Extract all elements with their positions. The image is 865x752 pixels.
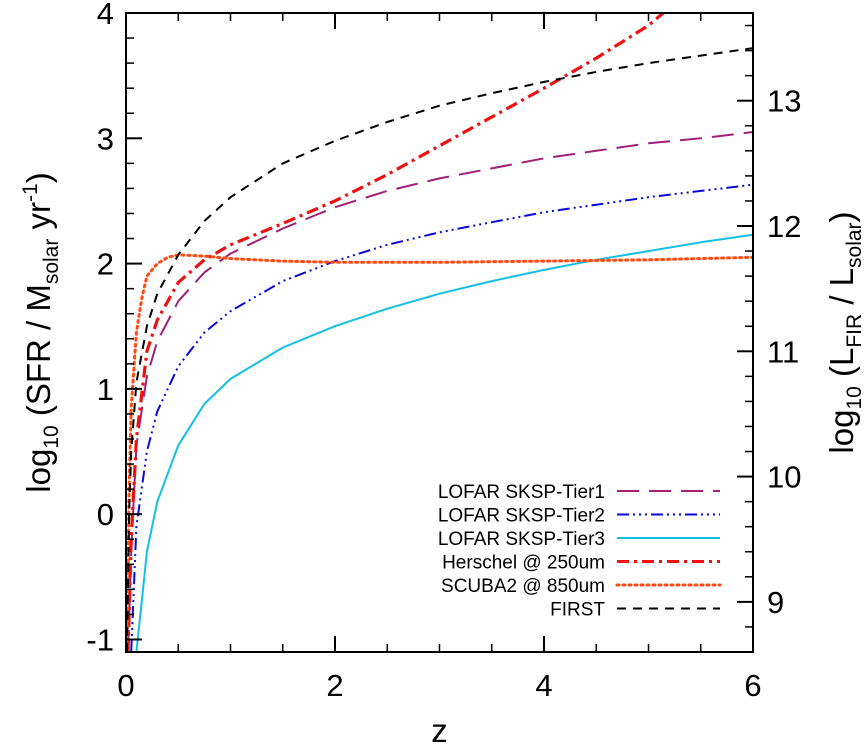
y-title-sup: -1 bbox=[19, 183, 42, 202]
x-tick-label: 2 bbox=[326, 668, 343, 703]
x-tick-label: 6 bbox=[744, 668, 761, 703]
x-tick-label: 4 bbox=[535, 668, 552, 703]
series-line-2 bbox=[130, 183, 753, 652]
series-layer bbox=[126, 13, 753, 652]
y2-title-mid: / L bbox=[823, 268, 860, 314]
y2-title-fir: FIR bbox=[843, 314, 865, 348]
y-axis-title: log10 (SFR / Msolar yr-1) bbox=[19, 172, 63, 492]
legend-label-3: LOFAR SKSP-Tier3 bbox=[438, 529, 605, 550]
x-tick-label: 0 bbox=[117, 668, 134, 703]
series-line-1 bbox=[127, 131, 753, 652]
y-tick-label: 1 bbox=[97, 372, 114, 407]
y2-tick-label: 11 bbox=[767, 334, 799, 369]
legend-label-2: LOFAR SKSP-Tier2 bbox=[438, 506, 605, 527]
y2-tick-label: 9 bbox=[767, 585, 784, 620]
y2-tick-label: 13 bbox=[767, 84, 801, 119]
legend-label-1: LOFAR SKSP-Tier1 bbox=[438, 482, 605, 503]
y2-axis-title: log10 (LFIR / Lsolar) bbox=[823, 211, 865, 453]
y-title-main: (SFR / M bbox=[20, 284, 57, 425]
series-line-6 bbox=[126, 47, 753, 652]
y2-title-close: ) bbox=[823, 211, 860, 222]
y-tick-label: 4 bbox=[97, 0, 114, 31]
y2-title-open: (L bbox=[823, 348, 860, 387]
y2-tick-label: 12 bbox=[767, 209, 801, 244]
x-axis-title: z bbox=[431, 712, 448, 749]
y2-title-sub10: 10 bbox=[843, 386, 865, 409]
y2-title-solar: solar bbox=[843, 222, 865, 268]
y-tick-label: -1 bbox=[86, 622, 114, 657]
series-line-5 bbox=[126, 253, 753, 652]
y2-title-log: log bbox=[823, 410, 860, 454]
y-tick-label: 3 bbox=[97, 121, 114, 156]
y2-tick-label: 10 bbox=[767, 460, 801, 495]
series-line-3 bbox=[135, 233, 753, 652]
y-tick-label: 2 bbox=[97, 247, 114, 282]
legend-label-6: FIRST bbox=[550, 600, 605, 621]
plot-frame bbox=[125, 12, 754, 653]
legend-label-5: SCUBA2 @ 850um bbox=[441, 576, 605, 597]
y-title-log: log bbox=[20, 449, 57, 493]
y-title-sub10: 10 bbox=[40, 425, 63, 448]
y-title-close: ) bbox=[20, 172, 57, 183]
y-title-solar: solar bbox=[40, 239, 63, 285]
legend-label-4: Herschel @ 250um bbox=[442, 553, 605, 574]
y-tick-label: 0 bbox=[97, 497, 114, 532]
y-title-mid: yr bbox=[20, 202, 57, 239]
